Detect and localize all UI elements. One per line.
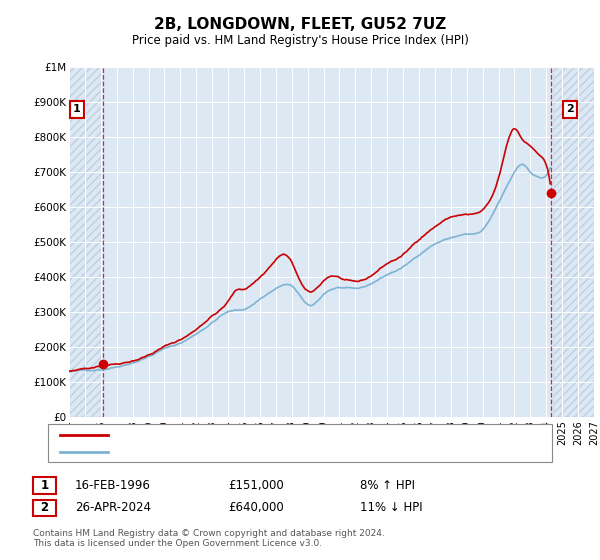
Text: 26-APR-2024: 26-APR-2024 (75, 501, 151, 515)
Text: HPI: Average price, detached house, Hart: HPI: Average price, detached house, Hart (117, 447, 347, 457)
Text: £640,000: £640,000 (228, 501, 284, 515)
Text: Price paid vs. HM Land Registry's House Price Index (HPI): Price paid vs. HM Land Registry's House … (131, 34, 469, 47)
Text: 2B, LONGDOWN, FLEET, GU52 7UZ: 2B, LONGDOWN, FLEET, GU52 7UZ (154, 17, 446, 31)
Text: 2: 2 (566, 104, 574, 114)
Text: 2: 2 (40, 501, 49, 515)
Text: £151,000: £151,000 (228, 479, 284, 492)
Text: 1: 1 (40, 479, 49, 492)
Text: 2B, LONGDOWN, FLEET, GU52 7UZ (detached house): 2B, LONGDOWN, FLEET, GU52 7UZ (detached … (117, 430, 413, 440)
Text: 8% ↑ HPI: 8% ↑ HPI (360, 479, 415, 492)
Text: Contains HM Land Registry data © Crown copyright and database right 2024.
This d: Contains HM Land Registry data © Crown c… (33, 529, 385, 548)
Text: 11% ↓ HPI: 11% ↓ HPI (360, 501, 422, 515)
Text: 1: 1 (73, 104, 81, 114)
Text: 16-FEB-1996: 16-FEB-1996 (75, 479, 151, 492)
